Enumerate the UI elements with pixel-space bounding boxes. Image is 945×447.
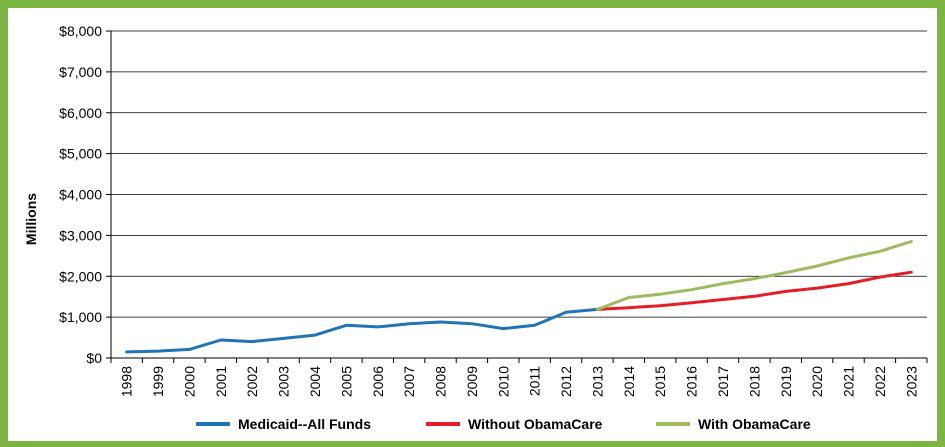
- series-line-with-obamacare: [596, 240, 913, 311]
- x-tick-label: 2018: [746, 366, 762, 397]
- x-tick-label: 2022: [872, 366, 888, 397]
- x-tick-label: 2012: [558, 366, 574, 397]
- y-tick-label: $4,000: [59, 187, 102, 203]
- legend: Medicaid--All Funds Without ObamaCare With…: [196, 416, 811, 432]
- series-line-without-obamacare: [596, 270, 913, 311]
- y-tick-label: $1,000: [59, 309, 102, 325]
- x-tick-label: 2023: [903, 366, 919, 397]
- x-tick-label: 2017: [715, 366, 731, 397]
- axes: [106, 30, 928, 363]
- x-tick-label: 2008: [433, 366, 449, 397]
- y-tick-label: $2,000: [59, 268, 102, 284]
- x-tick-label: 2013: [589, 366, 605, 397]
- x-tick-label: 1998: [119, 366, 135, 397]
- x-tick-label: 2020: [809, 366, 825, 397]
- x-tick-label: 2007: [401, 366, 417, 397]
- y-tick-label: $3,000: [59, 227, 102, 243]
- chart-panel: $0 $1,000 $2,000 $3,000 $4,000 $5,000 $6,000 $7…: [8, 8, 937, 441]
- legend-label: With ObamaCare: [698, 416, 811, 432]
- x-tick-label: 2010: [495, 366, 511, 397]
- x-tick-label: 2000: [181, 366, 197, 397]
- x-tick-label: 2015: [652, 366, 668, 397]
- y-axis-label: Millions: [23, 193, 39, 245]
- y-tick-label: $0: [86, 350, 102, 366]
- x-tick-label: 2002: [244, 366, 260, 397]
- x-tick-label: 2004: [307, 366, 323, 397]
- gridlines: [111, 30, 927, 318]
- x-tick-label: 2021: [841, 366, 857, 397]
- legend-label: Without ObamaCare: [468, 416, 603, 432]
- x-tick-label: 2001: [213, 366, 229, 397]
- x-tick-label: 2016: [684, 366, 700, 397]
- y-tick-label: $7,000: [59, 64, 102, 80]
- y-tick-label: $8,000: [59, 23, 102, 39]
- series-line-medicaid-all-funds: [125, 307, 599, 354]
- x-tick-labels: 1998 1999 2000 2001 2002 2003 2004 2005 2006 2007…: [119, 366, 920, 397]
- line-chart: $0 $1,000 $2,000 $3,000 $4,000 $5,000 $6,000 $7…: [23, 23, 928, 432]
- x-tick-label: 2006: [370, 366, 386, 397]
- x-tick-label: 2014: [621, 366, 637, 397]
- x-tick-label: 2009: [464, 366, 480, 397]
- x-tick-label: 2019: [778, 366, 794, 397]
- x-tick-label: 2011: [527, 366, 543, 396]
- y-tick-labels: $0 $1,000 $2,000 $3,000 $4,000 $5,000 $6,000 $7…: [59, 23, 102, 366]
- x-tick-label: 2005: [338, 366, 354, 397]
- y-tick-label: $5,000: [59, 146, 102, 162]
- x-tick-label: 2003: [276, 366, 292, 397]
- series-lines: [125, 240, 913, 354]
- x-tick-label: 1999: [150, 366, 166, 397]
- y-tick-label: $6,000: [59, 105, 102, 121]
- legend-label: Medicaid--All Funds: [238, 416, 371, 432]
